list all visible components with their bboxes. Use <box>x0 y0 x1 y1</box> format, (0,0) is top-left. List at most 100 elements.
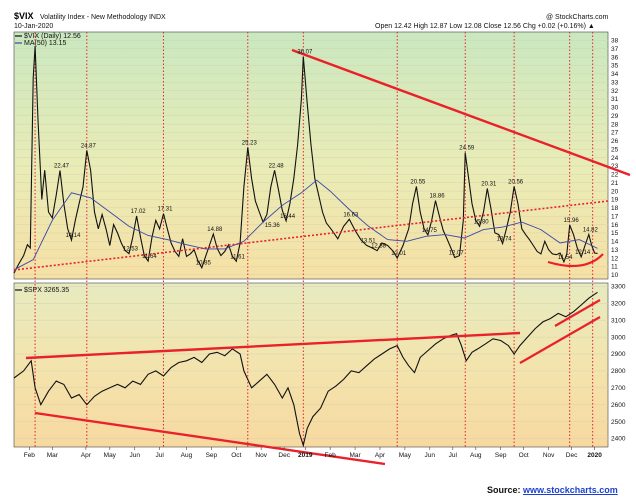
x-tick-label: Sep <box>206 452 218 459</box>
vix-y-tick-label: 19 <box>611 197 619 204</box>
quote-readout: Open 12.42 High 12.87 Low 12.08 Close 12… <box>375 23 595 30</box>
x-tick-label: Nov <box>543 452 555 459</box>
vix-data-label: 12.88 <box>371 244 387 250</box>
source-label: Source: <box>487 485 521 495</box>
vix-y-tick-label: 36 <box>611 54 619 61</box>
vix-legend: $VIX (Daily) 12.56 MA(50) 13.15 <box>15 33 81 47</box>
vix-y-tick-label: 18 <box>611 205 619 212</box>
spx-series-group <box>13 291 598 448</box>
vix-y-tick-label: 33 <box>611 79 619 86</box>
x-axis: Feb Mar Apr May Jun Jul Aug Sep Oct Nov Dec 2019 Feb… <box>24 447 602 459</box>
vix-data-label: 20.55 <box>410 179 426 185</box>
vix-y-tick-label: 28 <box>611 121 619 128</box>
vix-y-tick-label: 16 <box>611 222 619 229</box>
vix-y-tick-label: 30 <box>611 105 619 112</box>
vix-data-label: 25.23 <box>242 140 258 146</box>
x-tick-label: May <box>399 452 412 459</box>
vix-series-group <box>13 46 598 274</box>
vix-data-label: 14.75 <box>422 228 438 234</box>
vix-y-tick-label: 25 <box>611 146 619 153</box>
spx-upper-trendline <box>25 331 521 360</box>
vix-data-label: 17.02 <box>131 209 147 215</box>
ma-legend-label: MA(50) 13.15 <box>24 40 67 47</box>
vix-data-label: 12.53 <box>123 247 139 253</box>
trend-annotations <box>13 48 631 466</box>
x-tick-label: Nov <box>255 452 267 459</box>
x-tick-label: Jun <box>425 452 436 459</box>
vix-y-tick-label: 12 <box>611 255 619 262</box>
spx-y-tick-label: 3100 <box>611 317 626 324</box>
chart-date: 10-Jan-2020 <box>14 23 53 30</box>
vix-data-label: 13.51 <box>361 238 377 244</box>
vix-y-tick-label: 23 <box>611 163 619 170</box>
x-tick-label: Mar <box>47 452 59 459</box>
vix-y-tick-label: 13 <box>611 247 619 254</box>
vix-data-label: 18.86 <box>430 194 446 200</box>
spx-y-axis: 2400 2500 2600 2700 2800 2900 3000 3100 3200 3300 <box>611 284 626 443</box>
chart-title: Volatility Index - New Methodology INDX <box>40 14 166 21</box>
spx-series-line-0 <box>13 291 598 448</box>
vix-y-tick-label: 35 <box>611 63 619 70</box>
vix-data-label: 14.14 <box>65 233 81 239</box>
vix-y-tick-label: 24 <box>611 155 619 162</box>
spx-y-tick-label: 2600 <box>611 402 626 409</box>
spx-legend-label: $SPX 3265.35 <box>24 287 69 294</box>
vix-data-label: 20.56 <box>508 179 524 185</box>
x-tick-label: Oct <box>231 452 241 459</box>
x-tick-label: Aug <box>181 452 193 459</box>
vix-data-label: 12.01 <box>391 251 407 257</box>
vix-y-tick-label: 26 <box>611 138 619 145</box>
vix-panel <box>13 31 609 280</box>
x-tick-label: May <box>104 452 117 459</box>
spx-y-tick-label: 2800 <box>611 368 626 375</box>
vix-y-tick-label: 37 <box>611 46 619 53</box>
vix-data-label: 36.07 <box>297 50 313 56</box>
vix-series-line-1 <box>13 179 598 271</box>
x-tick-label: 2019 <box>298 452 313 459</box>
vix-data-label: 14.88 <box>207 227 223 233</box>
source-credit: Source: www.stockcharts.com <box>487 485 618 495</box>
vix-y-tick-label: 17 <box>611 213 619 220</box>
spx-y-tick-label: 3000 <box>611 334 626 341</box>
spx-channel-upper <box>554 299 601 327</box>
x-tick-label: Jul <box>155 452 164 459</box>
vix-legend-label: $VIX (Daily) 12.56 <box>24 33 81 40</box>
vix-y-tick-label: 38 <box>611 38 619 45</box>
vix-data-label: 16.63 <box>343 212 359 218</box>
source-link[interactable]: www.stockcharts.com <box>523 485 618 495</box>
vix-data-label: 11.61 <box>230 254 245 260</box>
spx-y-tick-label: 3200 <box>611 300 626 307</box>
vix-data-label: 13.74 <box>497 236 513 242</box>
vix-y-tick-label: 15 <box>611 230 619 237</box>
vix-data-label: 11.64 <box>142 254 157 260</box>
spx-y-tick-label: 2700 <box>611 385 626 392</box>
vix-y-tick-label: 20 <box>611 188 619 195</box>
vix-data-label: 12.07 <box>449 250 465 256</box>
vix-data-labels: 22.47 14.14 24.87 12.53 17.02 11.64 17.31 10.85… <box>54 50 599 267</box>
vix-data-label: 24.87 <box>81 143 97 149</box>
x-tick-label: Apr <box>81 452 92 459</box>
x-tick-label: Feb <box>325 452 337 459</box>
vix-y-tick-label: 14 <box>611 239 619 246</box>
vix-bottom-curve <box>547 253 604 268</box>
x-tick-label: Dec <box>278 452 290 459</box>
vix-data-label: 22.47 <box>54 163 70 169</box>
x-tick-label: Jun <box>129 452 140 459</box>
spx-y-tick-label: 2500 <box>611 419 626 426</box>
vix-upper-trendline <box>291 48 631 177</box>
x-tick-label: Apr <box>375 452 386 459</box>
vix-y-tick-label: 29 <box>611 113 619 120</box>
vix-y-tick-label: 11 <box>611 264 618 271</box>
vix-data-label: 22.48 <box>269 163 285 169</box>
vix-data-label: 12.14 <box>575 250 591 256</box>
vix-y-tick-label: 27 <box>611 130 619 137</box>
chart-symbol: $VIX <box>14 11 34 21</box>
vix-y-tick-label: 22 <box>611 172 619 179</box>
spx-lower-trendline <box>34 411 386 466</box>
vix-y-tick-label: 34 <box>611 71 619 78</box>
event-marker-lines <box>34 32 594 447</box>
vix-data-label: 16.44 <box>280 214 296 220</box>
vix-data-label: 15.36 <box>265 223 281 229</box>
spx-y-tick-label: 3300 <box>611 284 626 291</box>
